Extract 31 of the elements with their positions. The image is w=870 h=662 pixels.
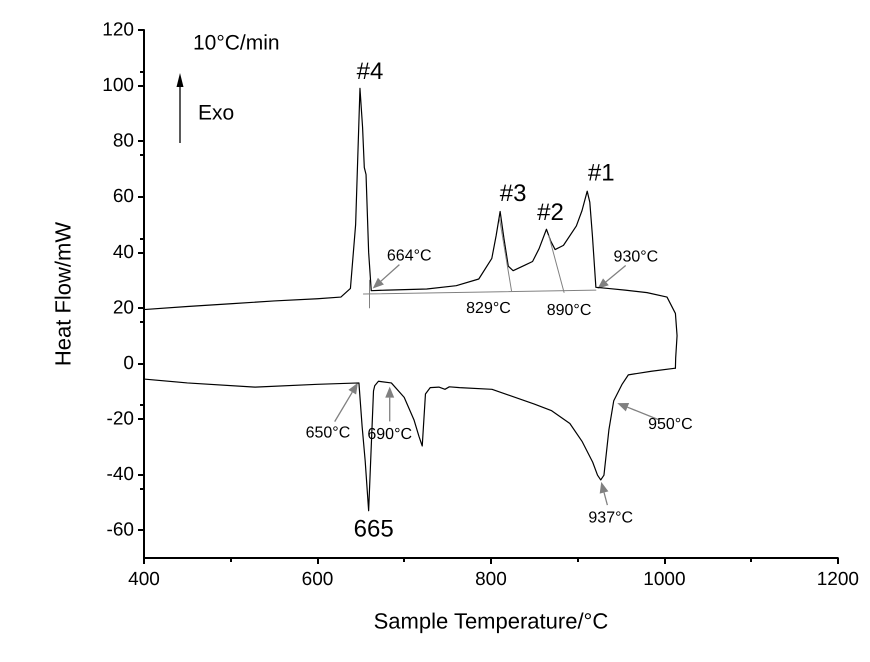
annotation: #3 (500, 180, 526, 207)
x-tick-label: 1000 (643, 569, 686, 590)
y-tick-label: 120 (102, 20, 134, 40)
annotation: 829°C (466, 300, 511, 318)
annotation: 10°C/min (193, 32, 280, 54)
y-tick-label: 40 (112, 242, 134, 263)
y-tick-label: 60 (112, 186, 134, 208)
annotation: 665 (354, 515, 394, 542)
annotation: #1 (588, 160, 615, 187)
annotation: 664°C (386, 247, 432, 264)
y-tick-label: 0 (123, 352, 134, 374)
x-axis-title: Sample Temperature/°C (374, 608, 608, 634)
annotation: 890°C (546, 302, 592, 319)
y-tick-label: 100 (102, 75, 134, 96)
x-tick-label: 800 (475, 569, 507, 590)
y-tick-label: 80 (112, 130, 134, 152)
annotation: #2 (537, 198, 564, 226)
x-tick-label: 1200 (816, 569, 860, 590)
y-tick-label: 20 (112, 297, 134, 318)
x-tick-label: 600 (302, 569, 334, 590)
y-tick-label: -40 (106, 464, 134, 486)
annotation: 937°C (588, 509, 634, 526)
y-axis-title: Heat Flow/mW (50, 222, 76, 366)
y-tick-label: -20 (106, 408, 134, 430)
annotation: Exo (198, 102, 234, 124)
y-tick-label: -60 (106, 520, 134, 541)
annotation: #4 (356, 58, 384, 85)
x-tick-label: 400 (128, 569, 160, 590)
annotation: 650°C (306, 424, 350, 442)
annotation: 930°C (614, 248, 658, 266)
annotation: 950°C (648, 416, 693, 433)
